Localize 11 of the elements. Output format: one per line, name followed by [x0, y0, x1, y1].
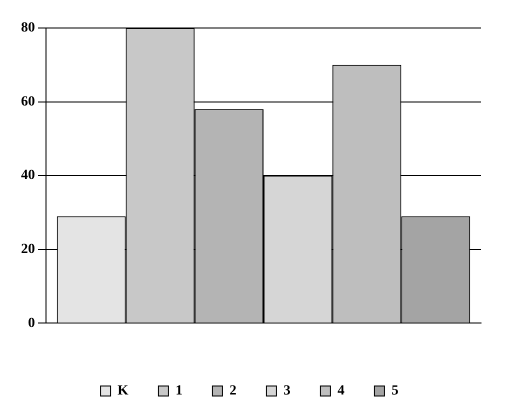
y-tick-label: 40: [21, 168, 35, 184]
y-tick-label: 0: [28, 316, 35, 331]
legend-label: 1: [175, 384, 182, 399]
legend-label: 2: [229, 384, 236, 399]
legend-label: 4: [337, 384, 344, 399]
y-tick-label: 60: [21, 94, 35, 110]
legend-label: 5: [391, 384, 398, 399]
legend-label: 3: [283, 384, 290, 399]
y-tick-label: 20: [21, 242, 35, 258]
legend-label: K: [118, 384, 129, 399]
y-tick-label: 80: [21, 20, 35, 36]
